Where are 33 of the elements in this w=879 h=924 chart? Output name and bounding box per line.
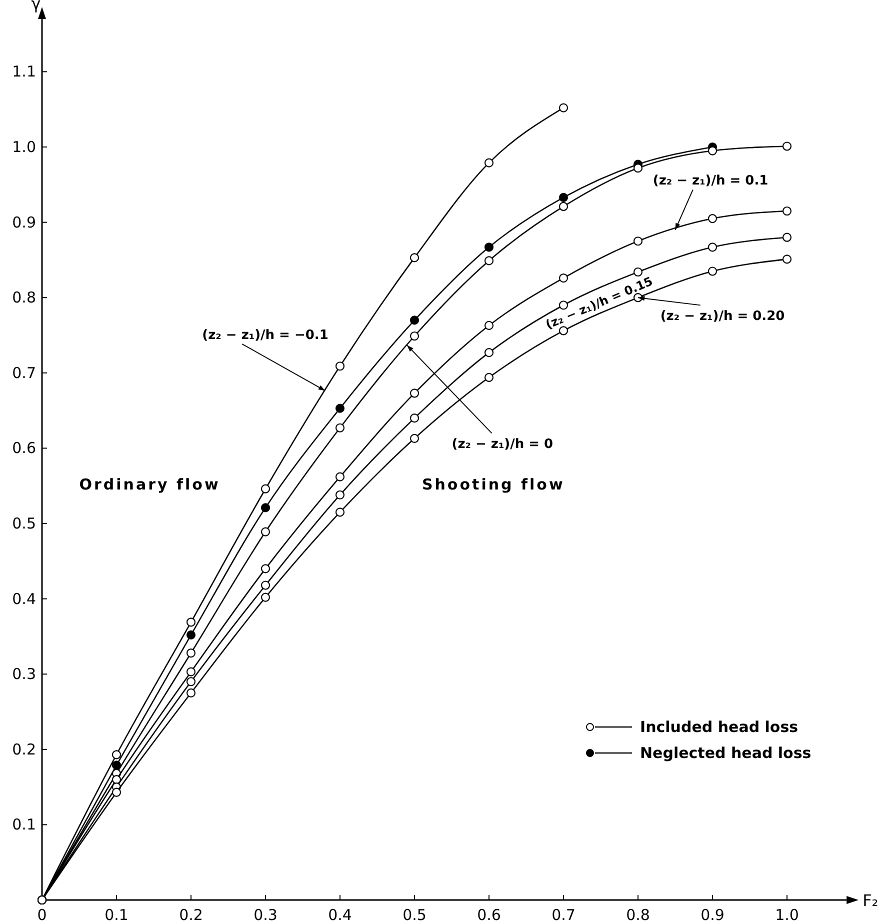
legend-label: Neglected head loss	[640, 744, 812, 762]
series-label: (z₂ − z₁)/h = 0.1	[652, 174, 768, 189]
x-axis-title: F₂	[862, 891, 878, 910]
series-label: (z₂ − z₁)/h = −0.1	[202, 328, 328, 344]
x-tick-label: 0.5	[402, 906, 426, 924]
x-tick-label: 0.3	[254, 906, 278, 924]
x-tick-label: 0	[37, 906, 47, 924]
x-tick-label: 1.0	[775, 906, 799, 924]
annotation: Ordinary flow	[79, 476, 220, 494]
y-tick-label: 0.3	[12, 665, 36, 684]
annotation: Included head loss	[640, 718, 798, 736]
y-tick-label: 0.6	[12, 439, 36, 458]
x-tick-label: 0.2	[179, 906, 203, 924]
x-tick-label: 0.6	[477, 906, 501, 924]
text: (z₂ − z₁)/h = 0	[452, 437, 554, 452]
y-tick-label: 0.2	[12, 740, 36, 758]
x-tick-label: 0.7	[552, 906, 576, 924]
annotation: Shooting flow	[422, 476, 565, 494]
x-tick-label: 0.8	[626, 906, 650, 924]
x-tick-label: 0.4	[328, 906, 352, 924]
y-tick-label: 0.8	[12, 288, 36, 307]
y-tick-label: 0.4	[12, 590, 36, 608]
text: (z₂ − z₁)/h = 0.15	[544, 274, 655, 332]
y-tick-label: 0.9	[12, 213, 36, 232]
y-tick-label: 1.1	[12, 62, 36, 81]
x-tick-label: 0.1	[104, 906, 128, 924]
y-axis-title: γ	[31, 0, 41, 13]
y-tick-label: 0.5	[12, 514, 36, 532]
y-tick-label: 0.1	[12, 816, 36, 834]
series-label: (z₂ − z₁)/h = 0.20	[660, 309, 785, 324]
y-tick-label: 0.7	[12, 364, 36, 382]
y-tick-label: 1.0	[12, 138, 36, 156]
x-tick-label: 0.9	[700, 906, 724, 924]
